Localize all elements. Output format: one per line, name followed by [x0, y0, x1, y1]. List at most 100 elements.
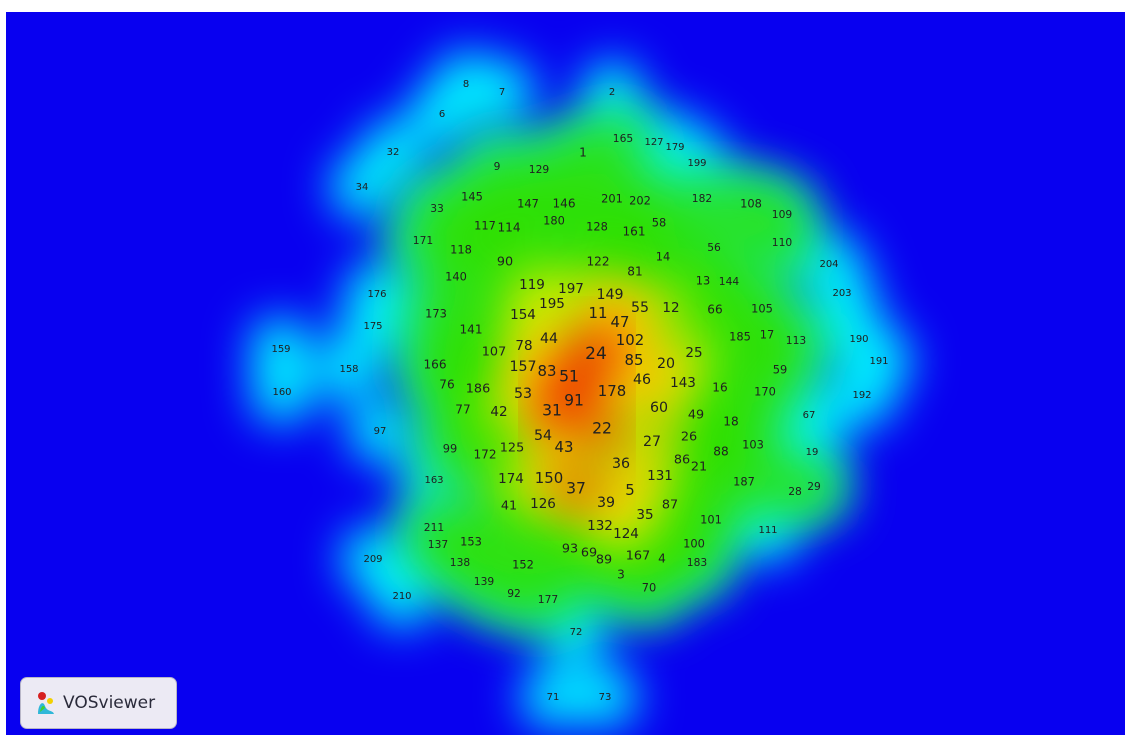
- density-map[interactable]: 8 7 6 2 32 34 1 165 127 179 199 9 129 33 145 147 146 201 2…: [6, 12, 1125, 735]
- node-label[interactable]: 27: [643, 434, 661, 450]
- node-label[interactable]: 58: [652, 216, 667, 230]
- node-label[interactable]: 126: [530, 496, 556, 512]
- node-label[interactable]: 56: [707, 241, 721, 254]
- node-label[interactable]: 46: [633, 372, 651, 388]
- node-label[interactable]: 140: [445, 270, 467, 284]
- node-label[interactable]: 71: [547, 692, 560, 703]
- node-label[interactable]: 143: [670, 375, 696, 391]
- node-label[interactable]: 137: [428, 538, 448, 551]
- node-label[interactable]: 211: [424, 521, 444, 534]
- node-label[interactable]: 67: [803, 410, 816, 421]
- node-label[interactable]: 139: [474, 575, 495, 588]
- node-label[interactable]: 131: [647, 468, 673, 484]
- node-label[interactable]: 92: [507, 587, 521, 600]
- node-label[interactable]: 16: [712, 381, 727, 395]
- node-label[interactable]: 170: [754, 385, 776, 399]
- node-label[interactable]: 42: [490, 404, 507, 420]
- node-label[interactable]: 72: [570, 627, 583, 638]
- node-label[interactable]: 195: [539, 296, 565, 312]
- node-label[interactable]: 192: [852, 390, 871, 401]
- node-label[interactable]: 187: [733, 475, 755, 489]
- node-label[interactable]: 180: [543, 214, 565, 228]
- node-label[interactable]: 144: [719, 275, 740, 288]
- node-label[interactable]: 167: [626, 549, 650, 564]
- node-label[interactable]: 113: [786, 334, 806, 347]
- node-label[interactable]: 44: [540, 331, 558, 347]
- node-label[interactable]: 191: [869, 356, 888, 367]
- node-label[interactable]: 124: [613, 526, 639, 542]
- node-label[interactable]: 35: [636, 507, 653, 523]
- node-label[interactable]: 178: [598, 382, 626, 400]
- node-label[interactable]: 163: [424, 475, 443, 486]
- node-label[interactable]: 118: [450, 243, 472, 257]
- node-label[interactable]: 21: [691, 460, 707, 475]
- node-label[interactable]: 201: [601, 192, 623, 206]
- node-label[interactable]: 199: [687, 158, 706, 169]
- node-label[interactable]: 197: [558, 281, 584, 297]
- node-label[interactable]: 203: [832, 288, 851, 299]
- node-label[interactable]: 111: [758, 525, 777, 536]
- node-label[interactable]: 91: [564, 392, 584, 410]
- node-label[interactable]: 31: [542, 402, 562, 420]
- node-label[interactable]: 183: [687, 556, 707, 569]
- node-label[interactable]: 100: [683, 537, 705, 551]
- node-label[interactable]: 153: [460, 535, 482, 549]
- node-label[interactable]: 76: [439, 378, 454, 392]
- node-label[interactable]: 1: [579, 146, 587, 160]
- node-label[interactable]: 8: [463, 79, 469, 90]
- node-label[interactable]: 176: [367, 289, 386, 300]
- node-label[interactable]: 36: [612, 456, 630, 472]
- node-label[interactable]: 122: [586, 255, 609, 269]
- node-label[interactable]: 49: [688, 408, 704, 423]
- node-label[interactable]: 41: [501, 499, 517, 514]
- node-label[interactable]: 86: [674, 453, 690, 468]
- node-label[interactable]: 108: [740, 197, 762, 211]
- node-label[interactable]: 26: [681, 430, 697, 445]
- node-label[interactable]: 147: [517, 197, 539, 211]
- node-label[interactable]: 90: [497, 255, 513, 270]
- node-label[interactable]: 154: [510, 307, 536, 323]
- node-label[interactable]: 59: [773, 363, 788, 377]
- node-label[interactable]: 54: [534, 428, 552, 444]
- node-label[interactable]: 209: [363, 554, 382, 565]
- node-label[interactable]: 117: [474, 219, 496, 233]
- node-label[interactable]: 22: [592, 420, 612, 438]
- node-label[interactable]: 9: [494, 160, 501, 173]
- node-label[interactable]: 138: [450, 556, 471, 569]
- node-label[interactable]: 149: [596, 287, 623, 303]
- node-label[interactable]: 11: [589, 304, 608, 322]
- node-label[interactable]: 39: [597, 495, 615, 511]
- node-label[interactable]: 89: [596, 553, 612, 568]
- node-label[interactable]: 174: [498, 471, 524, 487]
- node-label[interactable]: 179: [665, 142, 684, 153]
- node-label[interactable]: 28: [788, 485, 802, 498]
- node-label[interactable]: 7: [499, 87, 505, 98]
- node-label[interactable]: 182: [692, 192, 712, 205]
- node-label[interactable]: 186: [466, 382, 490, 397]
- node-label[interactable]: 125: [500, 441, 524, 456]
- node-label[interactable]: 190: [849, 334, 868, 345]
- node-label[interactable]: 146: [552, 197, 575, 211]
- node-label[interactable]: 173: [425, 307, 447, 321]
- node-label[interactable]: 159: [271, 344, 290, 355]
- node-label[interactable]: 4: [658, 552, 666, 566]
- node-label[interactable]: 25: [685, 345, 702, 361]
- node-label[interactable]: 119: [519, 277, 545, 293]
- node-label[interactable]: 99: [443, 442, 458, 456]
- node-label[interactable]: 129: [529, 163, 550, 176]
- node-label[interactable]: 37: [566, 480, 586, 498]
- node-label[interactable]: 165: [613, 132, 633, 145]
- node-label[interactable]: 55: [631, 300, 649, 316]
- node-label[interactable]: 20: [657, 356, 675, 372]
- node-label[interactable]: 166: [423, 358, 446, 372]
- node-label[interactable]: 43: [555, 438, 574, 456]
- node-label[interactable]: 114: [497, 221, 520, 235]
- node-label[interactable]: 87: [662, 498, 678, 513]
- node-label[interactable]: 172: [473, 448, 496, 462]
- node-label[interactable]: 127: [644, 137, 663, 148]
- node-label[interactable]: 202: [629, 194, 651, 208]
- node-label[interactable]: 12: [662, 300, 679, 316]
- node-label[interactable]: 73: [599, 692, 612, 703]
- node-label[interactable]: 93: [562, 542, 578, 557]
